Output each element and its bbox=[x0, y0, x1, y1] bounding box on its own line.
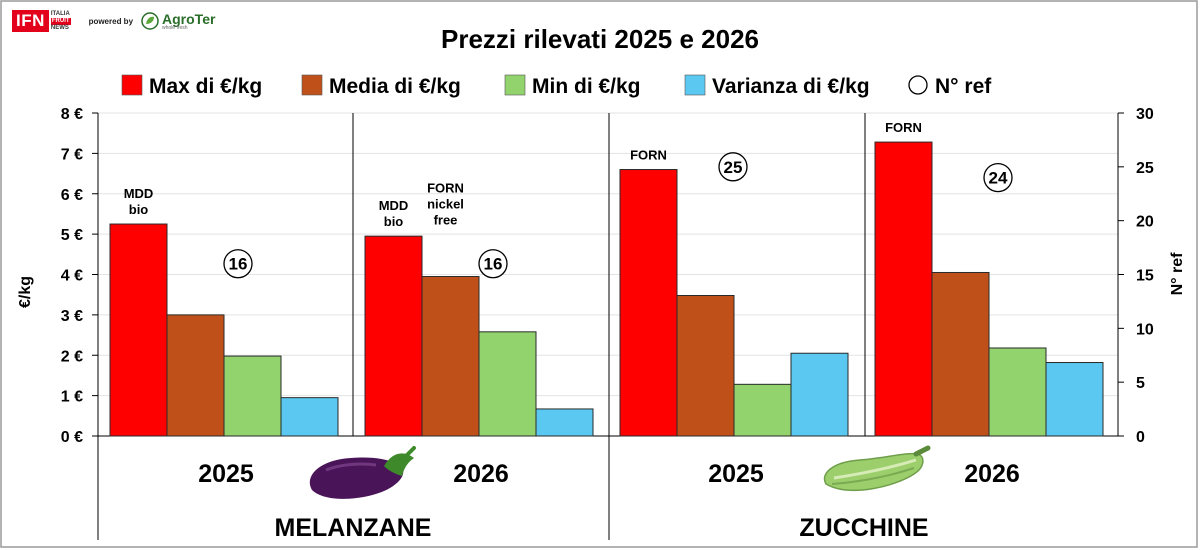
year-label: 2025 bbox=[708, 460, 764, 488]
y2-tick-label: 15 bbox=[1136, 268, 1154, 285]
agroter-leaf-icon bbox=[141, 12, 159, 30]
y-tick-label: 2 € bbox=[61, 348, 83, 365]
bar-zucchine-2026-max bbox=[874, 141, 933, 437]
bar-melanzane-2026-min bbox=[478, 331, 537, 437]
bar-zucchine-2026-min bbox=[988, 347, 1047, 437]
n-ref-label: 16 bbox=[229, 255, 248, 274]
bar-melanzane-2026-max bbox=[364, 235, 423, 437]
legend-label-3: Varianza di €/kg bbox=[712, 75, 870, 98]
bar-melanzane-2026-media bbox=[421, 276, 480, 437]
max-annotation-line: bio bbox=[384, 214, 404, 229]
agroter-tagline: whole fresh bbox=[162, 25, 188, 31]
ifn-sub-1: ITALIA bbox=[50, 10, 70, 17]
bar-melanzane-2025-max bbox=[109, 223, 168, 437]
legend-label-1: Media di €/kg bbox=[329, 75, 461, 98]
legend-label-0: Max di €/kg bbox=[149, 75, 262, 98]
y2-tick-label: 10 bbox=[1136, 321, 1154, 338]
extra-annotation-line: nickel bbox=[427, 197, 464, 212]
powered-by-text: powered by bbox=[88, 16, 134, 26]
extra-annotation-line: free bbox=[434, 213, 458, 228]
ifn-logo: IFN ITALIA FRUIT NEWS bbox=[12, 10, 71, 32]
y-tick-label: 0 € bbox=[61, 429, 83, 446]
n-ref-label: 16 bbox=[484, 255, 503, 274]
legend-marker-2 bbox=[504, 74, 526, 96]
year-label: 2025 bbox=[198, 460, 254, 488]
bar-zucchine-2025-varianza bbox=[790, 352, 849, 437]
bar-zucchine-2025-min bbox=[733, 383, 792, 437]
extra-annotation-line: FORN bbox=[427, 181, 464, 196]
chart-title: Prezzi rilevati 2025 e 2026 bbox=[441, 24, 759, 54]
bar-zucchine-2025-media bbox=[676, 294, 735, 437]
logo-area: IFN ITALIA FRUIT NEWS powered by AgroTer… bbox=[12, 10, 215, 32]
max-annotation-line: MDD bbox=[379, 198, 409, 213]
n-ref-circle bbox=[223, 249, 253, 279]
legend-marker-1 bbox=[301, 74, 323, 96]
y-tick-label: 5 € bbox=[61, 227, 83, 244]
y2-tick-label: 20 bbox=[1136, 214, 1154, 231]
bar-melanzane-2026-varianza bbox=[535, 408, 594, 437]
agroter-logo: AgroTer whole fresh bbox=[141, 11, 215, 31]
category-labels: 2025 2026 MELANZANE 2025 2026 ZUCCHINE bbox=[198, 460, 1020, 542]
bars bbox=[109, 141, 1104, 437]
max-annotation-line: bio bbox=[129, 202, 149, 217]
y2-axis-label: N° ref bbox=[1169, 252, 1186, 296]
y-tick-label: 7 € bbox=[61, 146, 83, 163]
legend-marker-circle bbox=[908, 75, 928, 95]
y2-tick-label: 30 bbox=[1136, 106, 1154, 123]
n-ref-circle bbox=[478, 249, 508, 279]
ifn-sub-3: NEWS bbox=[50, 24, 69, 31]
product-label: ZUCCHINE bbox=[799, 514, 928, 542]
year-label: 2026 bbox=[453, 460, 509, 488]
max-annotation-line: FORN bbox=[630, 148, 667, 163]
y-tick-label: 3 € bbox=[61, 308, 83, 325]
max-annotation-line: FORN bbox=[885, 120, 922, 135]
y2-tick-label: 5 bbox=[1136, 375, 1145, 392]
y-tick-label: 4 € bbox=[61, 268, 83, 285]
legend-label-4: N° ref bbox=[935, 75, 992, 98]
eggplant-icon bbox=[309, 446, 416, 499]
legend-marker-3 bbox=[684, 74, 706, 96]
n-ref-label: 24 bbox=[989, 169, 1008, 188]
bar-melanzane-2025-varianza bbox=[280, 397, 339, 437]
bar-melanzane-2025-min bbox=[223, 355, 282, 437]
ifn-logo-subtext: ITALIA FRUIT NEWS bbox=[50, 10, 71, 32]
max-annotation-line: MDD bbox=[124, 186, 154, 201]
bar-melanzane-2025-media bbox=[166, 314, 225, 437]
y-axis-label: €/kg bbox=[17, 276, 34, 308]
y2-tick-label: 0 bbox=[1136, 429, 1145, 446]
zucchini-icon bbox=[823, 445, 931, 492]
agroter-name: AgroTer bbox=[162, 11, 216, 27]
n-ref-circle bbox=[718, 152, 748, 182]
ifn-logo-text: IFN bbox=[12, 10, 49, 32]
bar-zucchine-2026-varianza bbox=[1045, 362, 1104, 437]
legend-marker-0 bbox=[121, 74, 143, 96]
y-tick-label: 8 € bbox=[61, 106, 83, 123]
ifn-sub-2: FRUIT bbox=[50, 17, 71, 25]
legend: Max di €/kg Media di €/kg Min di €/kg Varia… bbox=[121, 74, 992, 98]
bar-zucchine-2025-max bbox=[619, 169, 678, 437]
annotations: 16MDDbio16MDDbioFORNnickelfree25FORN24FO… bbox=[124, 120, 1013, 279]
n-ref-label: 25 bbox=[724, 158, 743, 177]
product-label: MELANZANE bbox=[275, 514, 432, 542]
y2-tick-label: 25 bbox=[1136, 160, 1154, 177]
legend-label-2: Min di €/kg bbox=[532, 75, 641, 98]
n-ref-circle bbox=[983, 162, 1013, 193]
bar-zucchine-2026-media bbox=[931, 271, 990, 437]
y-tick-label: 1 € bbox=[61, 389, 83, 406]
year-label: 2026 bbox=[964, 460, 1020, 488]
y-tick-label: 6 € bbox=[61, 187, 83, 204]
